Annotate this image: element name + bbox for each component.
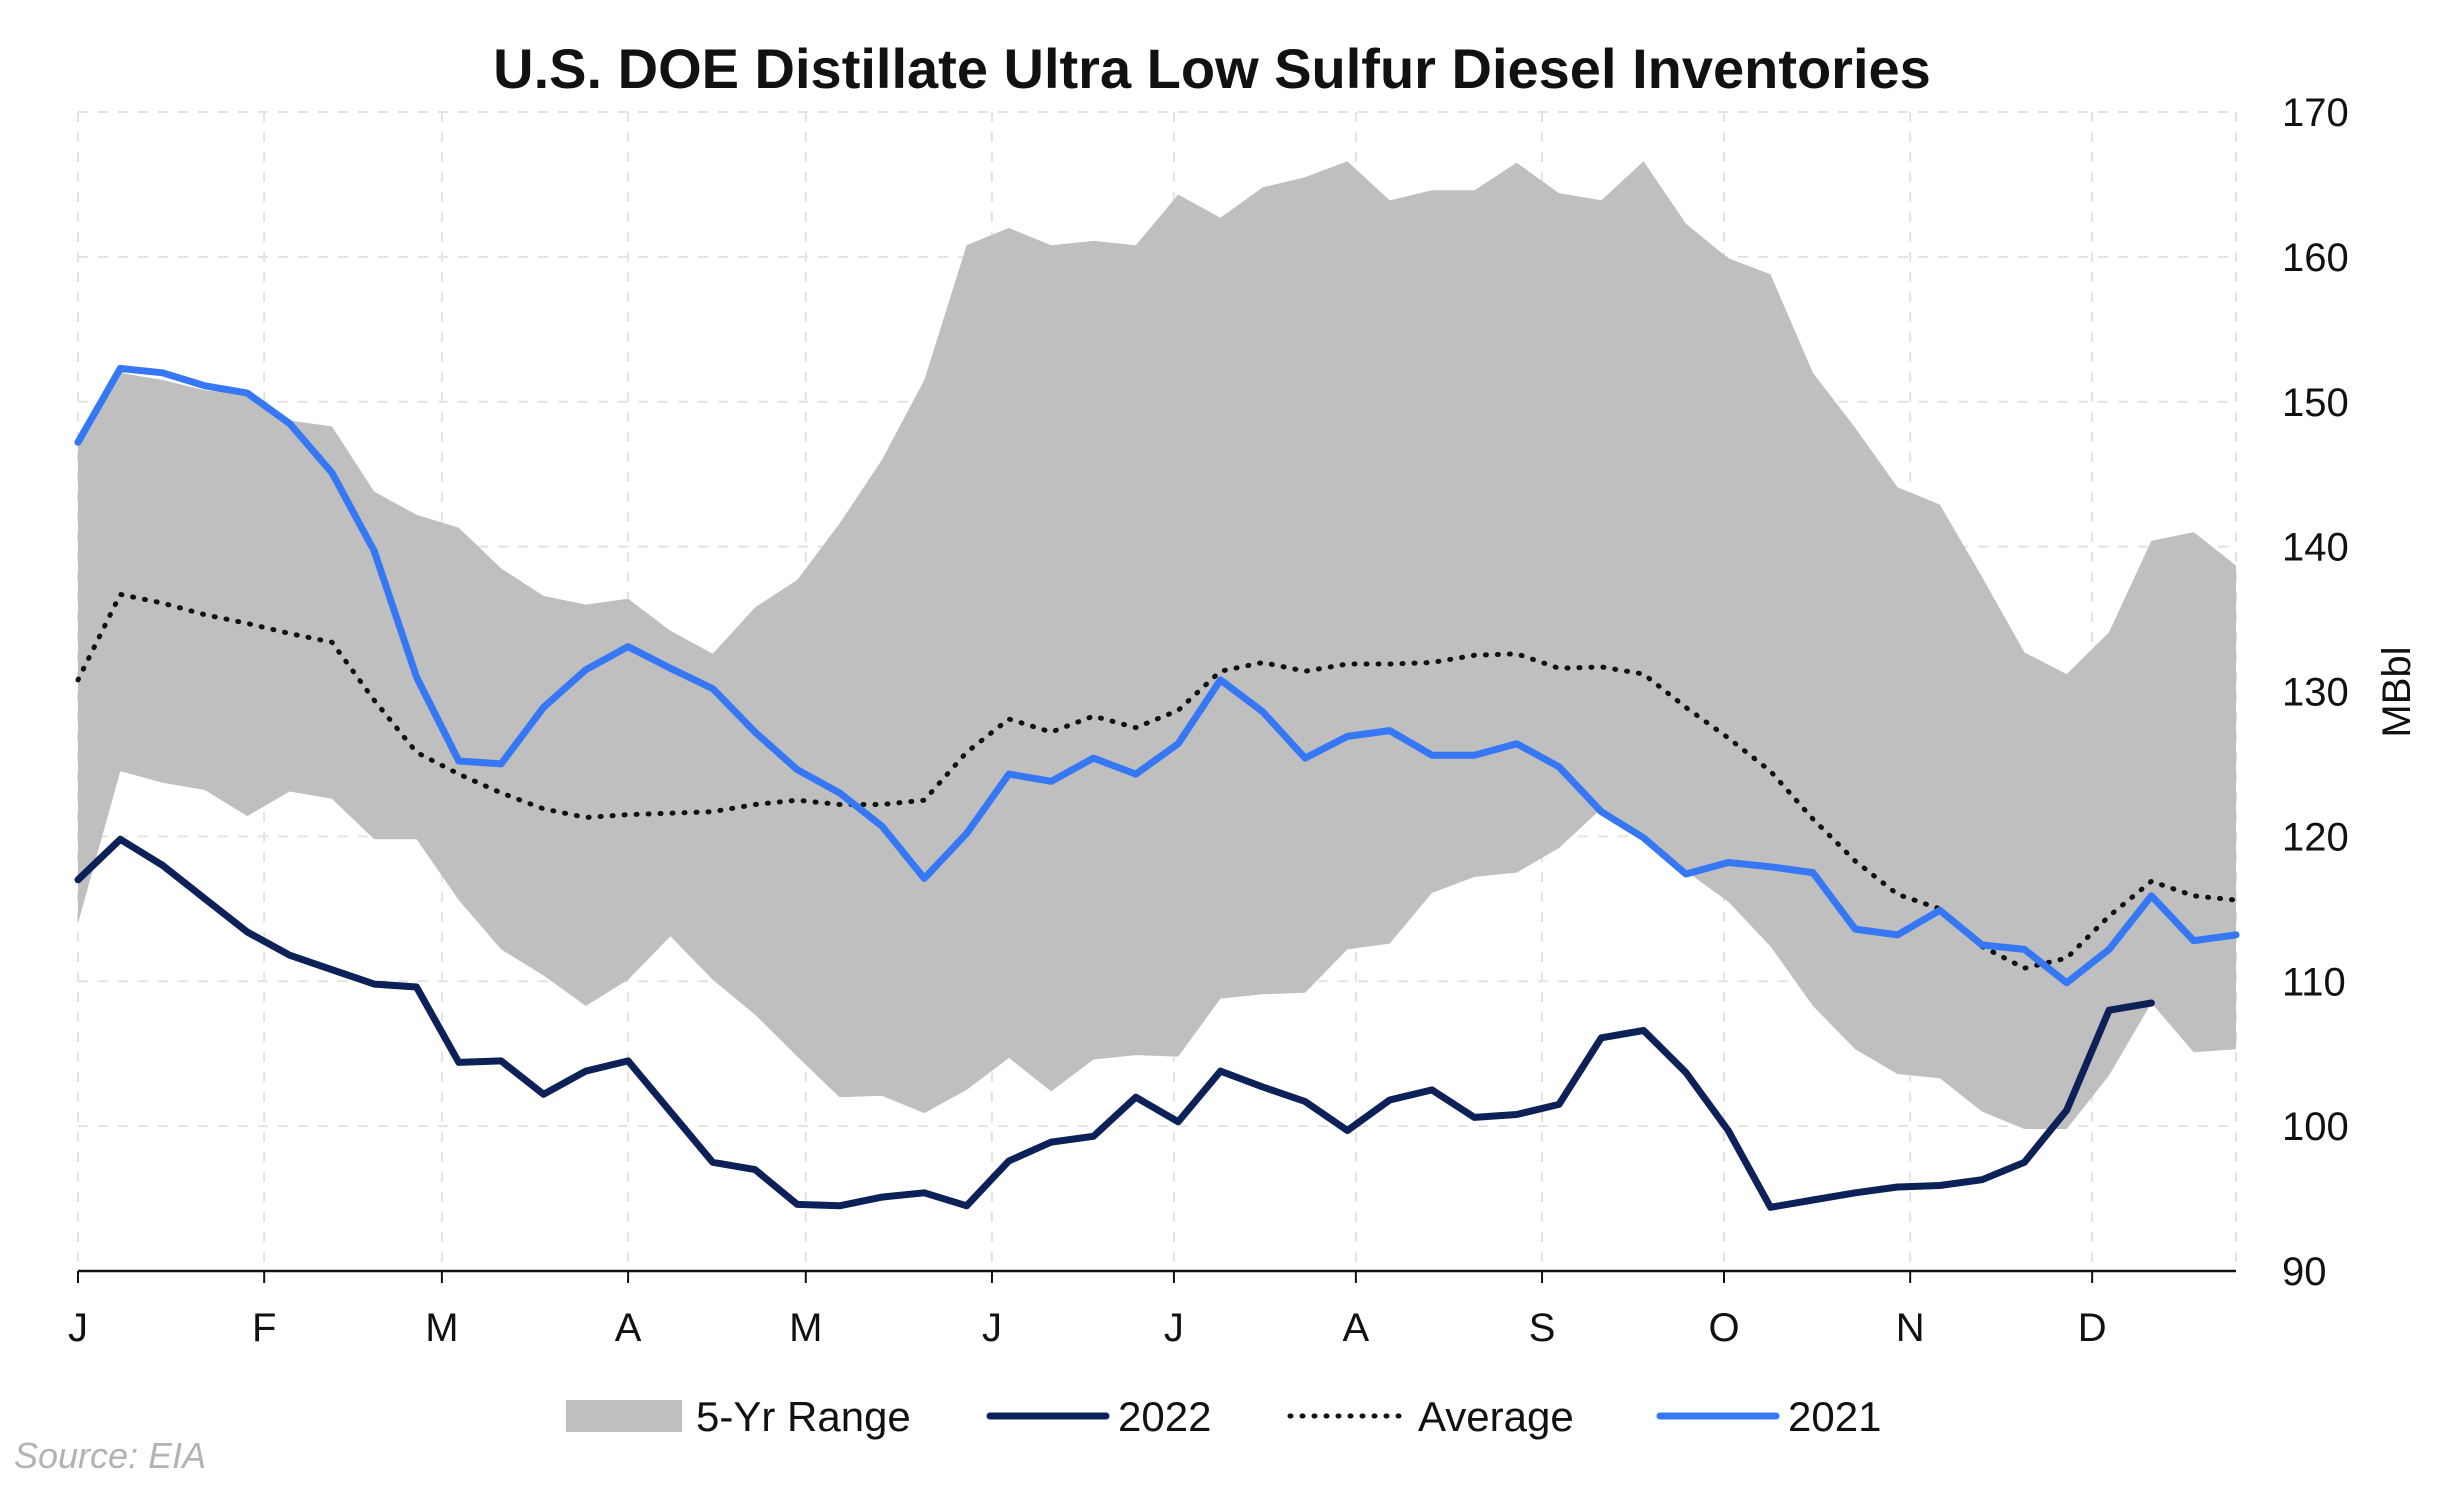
x-tick-label: O [1708,1306,1739,1350]
legend-label-2022: 2022 [1118,1393,1211,1440]
range-band [78,161,2236,1130]
x-tick-label: A [1343,1306,1370,1350]
legend: 5-Yr Range 2022 Average 2021 [566,1393,1881,1440]
y-tick-label: 140 [2282,526,2349,570]
y-tick-labels: 90 100 110 120 130 140 150 160 170 [2282,91,2349,1294]
y-tick-label: 120 [2282,815,2349,859]
legend-label-average: Average [1418,1393,1574,1440]
y-tick-label: 100 [2282,1105,2349,1149]
y-tick-label: 160 [2282,236,2349,280]
series-line-2021 [74,364,2240,987]
x-tick-label: M [425,1306,458,1350]
series-lines [74,364,2240,1211]
range-band-layer [78,161,2236,1130]
x-tick-label: M [789,1306,822,1350]
axes [77,1269,2236,1283]
y-axis-label: MBbl [2375,646,2419,737]
x-tick-label: J [68,1306,88,1350]
legend-label-2021: 2021 [1788,1393,1881,1440]
x-tick-label: J [1164,1306,1184,1350]
x-tick-label: F [252,1306,276,1350]
x-tick-label: D [2078,1306,2107,1350]
y-tick-label: 170 [2282,91,2349,135]
legend-label-5-yr-range: 5-Yr Range [696,1393,911,1440]
x-tick-label: A [615,1306,642,1350]
x-tick-label: S [1529,1306,1556,1350]
source-note: Source: EIA [14,1435,206,1476]
legend-swatch-5yr-range [566,1400,682,1432]
y-tick-label: 130 [2282,671,2349,715]
x-tick-label: N [1896,1306,1925,1350]
x-tick-label: J [982,1306,1002,1350]
chart-title: U.S. DOE Distillate Ultra Low Sulfur Die… [493,37,1931,100]
y-tick-label: 150 [2282,381,2349,425]
y-tick-label: 90 [2282,1250,2327,1294]
y-tick-label: 110 [2282,960,2346,1004]
series-line-average [75,591,2239,971]
series-line-2022 [74,835,2155,1211]
